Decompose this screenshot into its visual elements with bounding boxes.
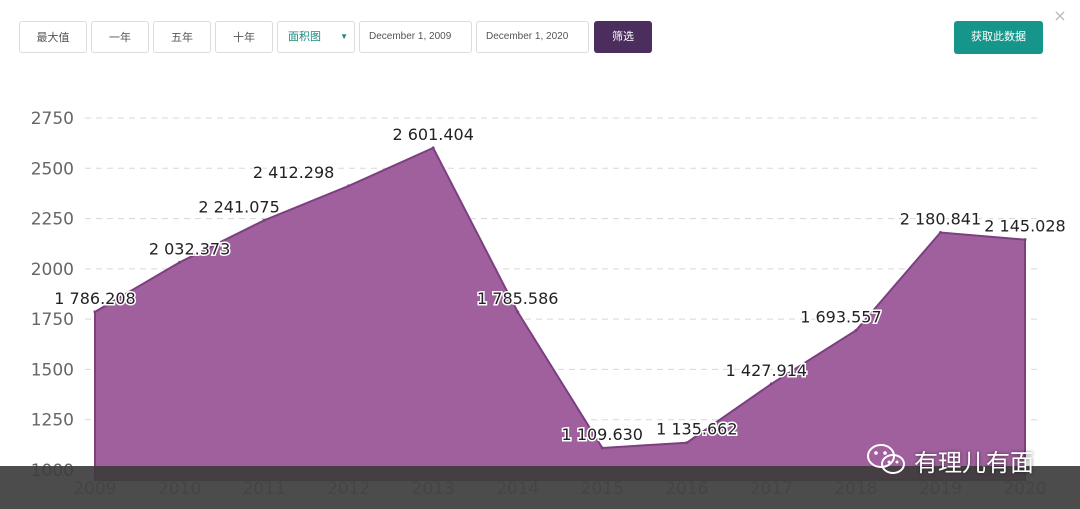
data-label: 2 032.373	[149, 239, 230, 258]
data-point	[600, 446, 604, 450]
data-label: 2 180.841	[900, 209, 981, 228]
y-tick-label: 1250	[31, 411, 74, 431]
data-label: 1 693.557	[800, 307, 881, 326]
y-tick-label: 1500	[31, 360, 74, 380]
y-tick-label: 2000	[31, 260, 74, 280]
watermark-text: 有理儿有面	[914, 448, 1034, 477]
data-point	[431, 146, 435, 150]
chart-type-value: 面积图	[288, 31, 321, 43]
close-icon[interactable]: ×	[1053, 6, 1067, 25]
range-5y-button[interactable]: 五年	[153, 21, 211, 53]
data-label: 1 109.630	[562, 425, 643, 444]
bottom-overlay-bar	[0, 466, 1080, 509]
data-label: 1 427.914	[726, 361, 807, 380]
data-label: 2 601.404	[392, 125, 473, 144]
range-1y-button[interactable]: 一年	[91, 21, 149, 53]
y-tick-label: 1750	[31, 310, 74, 330]
data-point	[93, 310, 97, 314]
chevron-down-icon: ▼	[340, 32, 348, 41]
wechat-icon	[867, 444, 905, 474]
data-point	[347, 184, 351, 188]
data-label: 2 145.028	[984, 217, 1065, 236]
end-date-input[interactable]: December 1, 2020	[476, 21, 589, 53]
range-10y-button[interactable]: 十年	[215, 21, 273, 53]
chart-type-select[interactable]: 面积图 ▼	[277, 21, 355, 53]
data-label: 2 412.298	[253, 163, 334, 182]
data-point	[516, 310, 520, 314]
data-point	[1023, 238, 1027, 242]
data-label: 1 786.208	[54, 289, 135, 308]
start-date-input[interactable]: December 1, 2009	[359, 21, 472, 53]
data-point	[685, 441, 689, 445]
range-max-button[interactable]: 最大值	[19, 21, 87, 53]
data-label: 1 785.586	[477, 289, 558, 308]
data-point	[262, 218, 266, 222]
data-label: 1 135.662	[656, 420, 737, 439]
toolbar: 最大值 一年 五年 十年 面积图 ▼ December 1, 2009 Dece…	[0, 0, 1080, 70]
data-point	[769, 382, 773, 386]
y-tick-label: 2750	[31, 109, 74, 129]
y-tick-label: 2500	[31, 159, 74, 179]
data-label: 2 241.075	[198, 197, 279, 216]
data-point	[938, 230, 942, 234]
filter-button[interactable]: 筛选	[594, 21, 652, 53]
y-tick-label: 2250	[31, 210, 74, 230]
data-point	[854, 328, 858, 332]
data-point	[178, 260, 182, 264]
watermark: 有理儿有面	[866, 440, 1034, 480]
fetch-data-button[interactable]: 获取此数据	[954, 21, 1043, 54]
